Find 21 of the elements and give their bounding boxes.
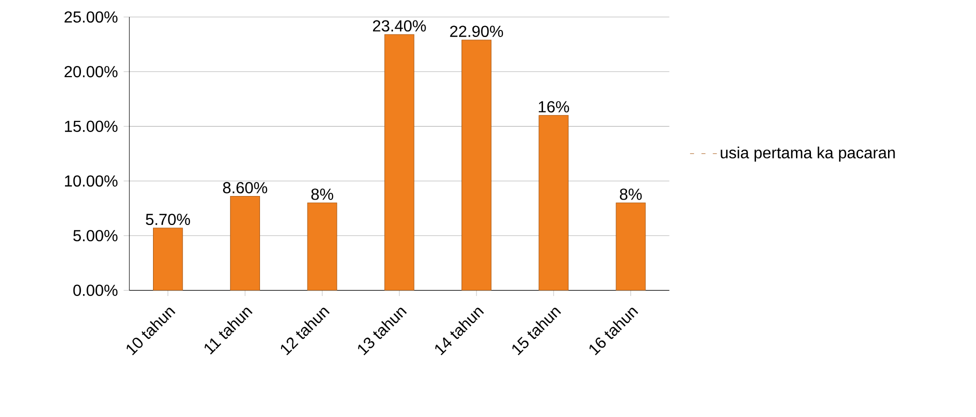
y-tick-label: 20.00% xyxy=(64,66,118,78)
bar xyxy=(307,202,338,290)
bar xyxy=(616,202,646,290)
y-tick-label: 25.00% xyxy=(64,11,118,23)
data-label: 5.70% xyxy=(146,214,190,226)
bar xyxy=(462,40,492,290)
y-tick-label: 5.00% xyxy=(73,230,118,242)
bar xyxy=(538,115,569,290)
legend-label: usia pertama ka pacaran xyxy=(720,146,895,162)
data-label: 23.40% xyxy=(373,20,426,32)
y-tick-label: 0.00% xyxy=(73,284,118,296)
bar xyxy=(230,196,260,290)
y-tick-label: 10.00% xyxy=(65,175,118,187)
y-tick-label: 15.00% xyxy=(65,120,118,132)
data-label: 16% xyxy=(538,101,570,112)
bar xyxy=(152,228,183,290)
data-label: 8.60% xyxy=(223,182,268,194)
data-label: 8% xyxy=(620,188,642,200)
data-label: 8% xyxy=(311,188,334,200)
bar xyxy=(384,34,414,290)
data-label: 22.90% xyxy=(450,26,504,38)
